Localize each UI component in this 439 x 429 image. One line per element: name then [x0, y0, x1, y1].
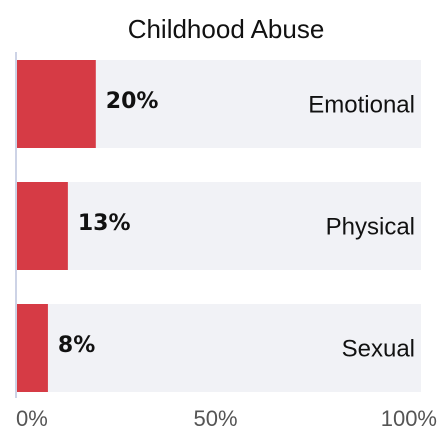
bar-physical	[16, 182, 68, 270]
bar-track	[16, 304, 421, 392]
track-layer	[16, 60, 421, 392]
x-axis-ticks: 0% 50% 100%	[16, 406, 437, 429]
bar-emotional	[16, 60, 96, 148]
bar-layer	[16, 60, 96, 392]
chart-title: Childhood Abuse	[128, 14, 325, 44]
value-label: 8%	[58, 333, 95, 358]
bar-sexual	[16, 304, 48, 392]
value-label: 20%	[106, 89, 159, 114]
category-label: Emotional	[308, 91, 415, 118]
value-label: 13%	[78, 211, 131, 236]
category-label: Physical	[326, 213, 415, 240]
x-tick-label: 100%	[381, 406, 437, 429]
label-layer: 20% Emotional 13% Physical 8% Sexual	[58, 89, 415, 362]
category-label: Sexual	[342, 335, 415, 362]
x-tick-label: 0%	[16, 406, 48, 429]
bar-track	[16, 182, 421, 270]
x-tick-label: 50%	[193, 406, 237, 429]
